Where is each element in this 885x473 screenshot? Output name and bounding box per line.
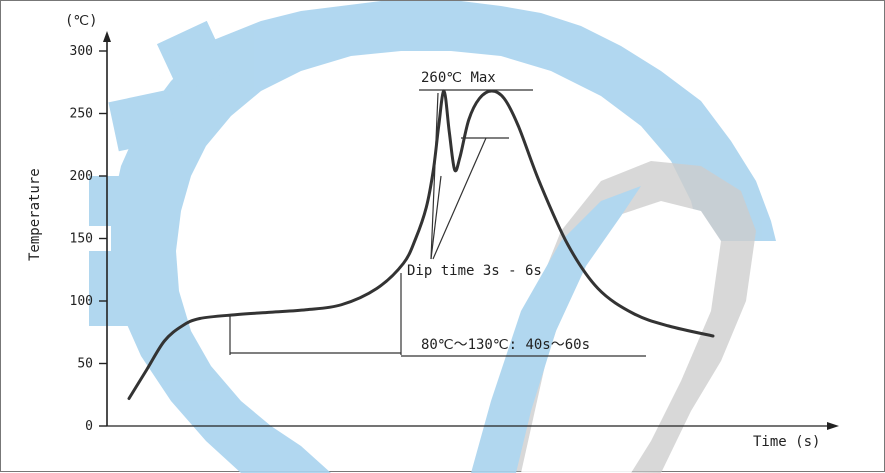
- x-axis-label: Time (s): [753, 434, 820, 450]
- y-tick-label: 300: [70, 44, 93, 59]
- x-axis: [107, 422, 839, 430]
- y-tick-label: 100: [70, 294, 93, 309]
- peak-annotation: 260℃ Max: [421, 70, 496, 86]
- y-tick-label: 0: [85, 419, 93, 434]
- dip-pointer-line-3: [432, 137, 487, 260]
- y-tick-label: 50: [77, 357, 93, 372]
- y-tick-label: 150: [70, 232, 93, 247]
- y-axis-arrow-icon: [103, 31, 111, 42]
- dip-pointer-line-1: [430, 92, 439, 260]
- y-tick-label: 250: [70, 107, 93, 122]
- y-unit-label: (℃): [65, 13, 98, 29]
- watermark-logo: [89, 1, 776, 473]
- y-tick-label: 200: [70, 169, 93, 184]
- temperature-curve: [127, 89, 715, 400]
- dip-pointer-line-2: [430, 175, 442, 260]
- annotation-lines: [229, 89, 646, 357]
- x-axis-arrow-icon: [827, 422, 839, 430]
- y-axis-label: Temperature: [27, 168, 43, 261]
- dip-time-annotation: Dip time 3s - 6s: [407, 263, 542, 279]
- y-axis: [103, 31, 111, 426]
- y-ticks: 0 50 100 150 200 250 300: [70, 44, 107, 434]
- preheat-annotation: 80℃～130℃: 40s～60s: [421, 337, 590, 353]
